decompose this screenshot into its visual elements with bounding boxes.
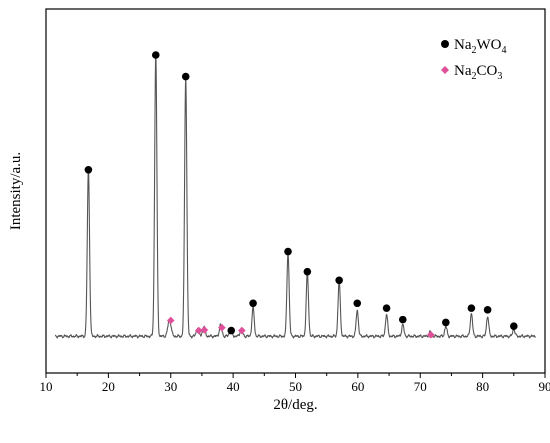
na2wo4-peak-marker [84, 166, 93, 174]
na2wo4-peak-marker [467, 304, 476, 312]
x-axis-title: 2θ/deg. [273, 397, 317, 413]
na2wo4-peak-marker [335, 276, 343, 285]
x-tick-label: 60 [351, 379, 364, 394]
y-axis-title: Intensity/a.u. [8, 152, 24, 230]
x-tick-label: 10 [40, 379, 53, 394]
na2wo4-peak-marker [510, 322, 518, 331]
na2wo4-peak-marker [483, 306, 492, 314]
na2co3-peak-marker [218, 323, 226, 332]
x-tick-label: 50 [289, 379, 302, 394]
legend-label-na2co3: Na2CO3 [454, 63, 502, 82]
na2co3-peak-marker [427, 331, 435, 339]
na2co3-peak-marker [200, 326, 209, 334]
na2wo4-peak-marker [181, 72, 190, 81]
na2wo4-peak-marker [303, 267, 312, 276]
na2wo4-peak-marker [398, 315, 407, 324]
na2wo4-peak-marker [382, 304, 391, 312]
legend-marker-na2co3 [441, 66, 449, 74]
x-tick-label: 90 [539, 379, 550, 394]
x-tick-label: 40 [227, 379, 240, 394]
na2wo4-peak-marker [249, 299, 257, 308]
xrd-pattern-line [54, 55, 536, 339]
na2wo4-peak-marker [442, 318, 450, 327]
na2wo4-peak-marker [353, 299, 362, 308]
na2wo4-peak-marker [284, 247, 292, 256]
x-tick-label: 30 [164, 379, 177, 394]
na2wo4-peak-marker [227, 326, 236, 335]
x-tick-label: 70 [414, 379, 427, 394]
na2co3-peak-marker [195, 326, 203, 335]
na2wo4-peak-marker [151, 51, 160, 59]
legend-marker-na2wo4 [441, 40, 449, 48]
legend: Na2WO4 Na2CO3 [441, 37, 507, 82]
x-tick-label: 20 [102, 379, 115, 394]
na2co3-peak-marker [238, 326, 246, 335]
legend-label-na2wo4: Na2WO4 [454, 37, 507, 56]
na2co3-peak-marker [166, 316, 175, 325]
x-tick-label: 80 [476, 379, 489, 394]
